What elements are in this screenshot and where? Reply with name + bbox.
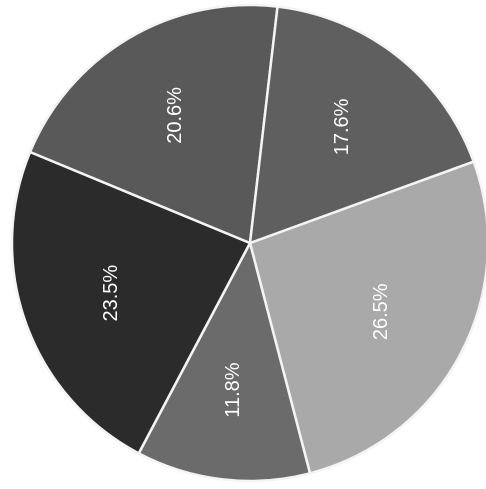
pie-slice xyxy=(137,239,312,483)
slice-percent-label: 20.6% xyxy=(164,87,186,144)
slice-percent-label: 11.8% xyxy=(222,362,244,417)
pie-slice xyxy=(10,150,252,456)
pie-slices xyxy=(10,3,486,483)
pie-slice xyxy=(28,3,279,245)
slice-percent-label: 17.6% xyxy=(331,98,353,155)
slice-percent-label: 23.5% xyxy=(100,265,122,322)
slice-percent-label: 26.5% xyxy=(370,283,392,340)
pie-slice xyxy=(248,5,476,245)
pie-labels: 26.5% 11.8% 23.5% 20.6% 17.6% xyxy=(100,87,392,418)
